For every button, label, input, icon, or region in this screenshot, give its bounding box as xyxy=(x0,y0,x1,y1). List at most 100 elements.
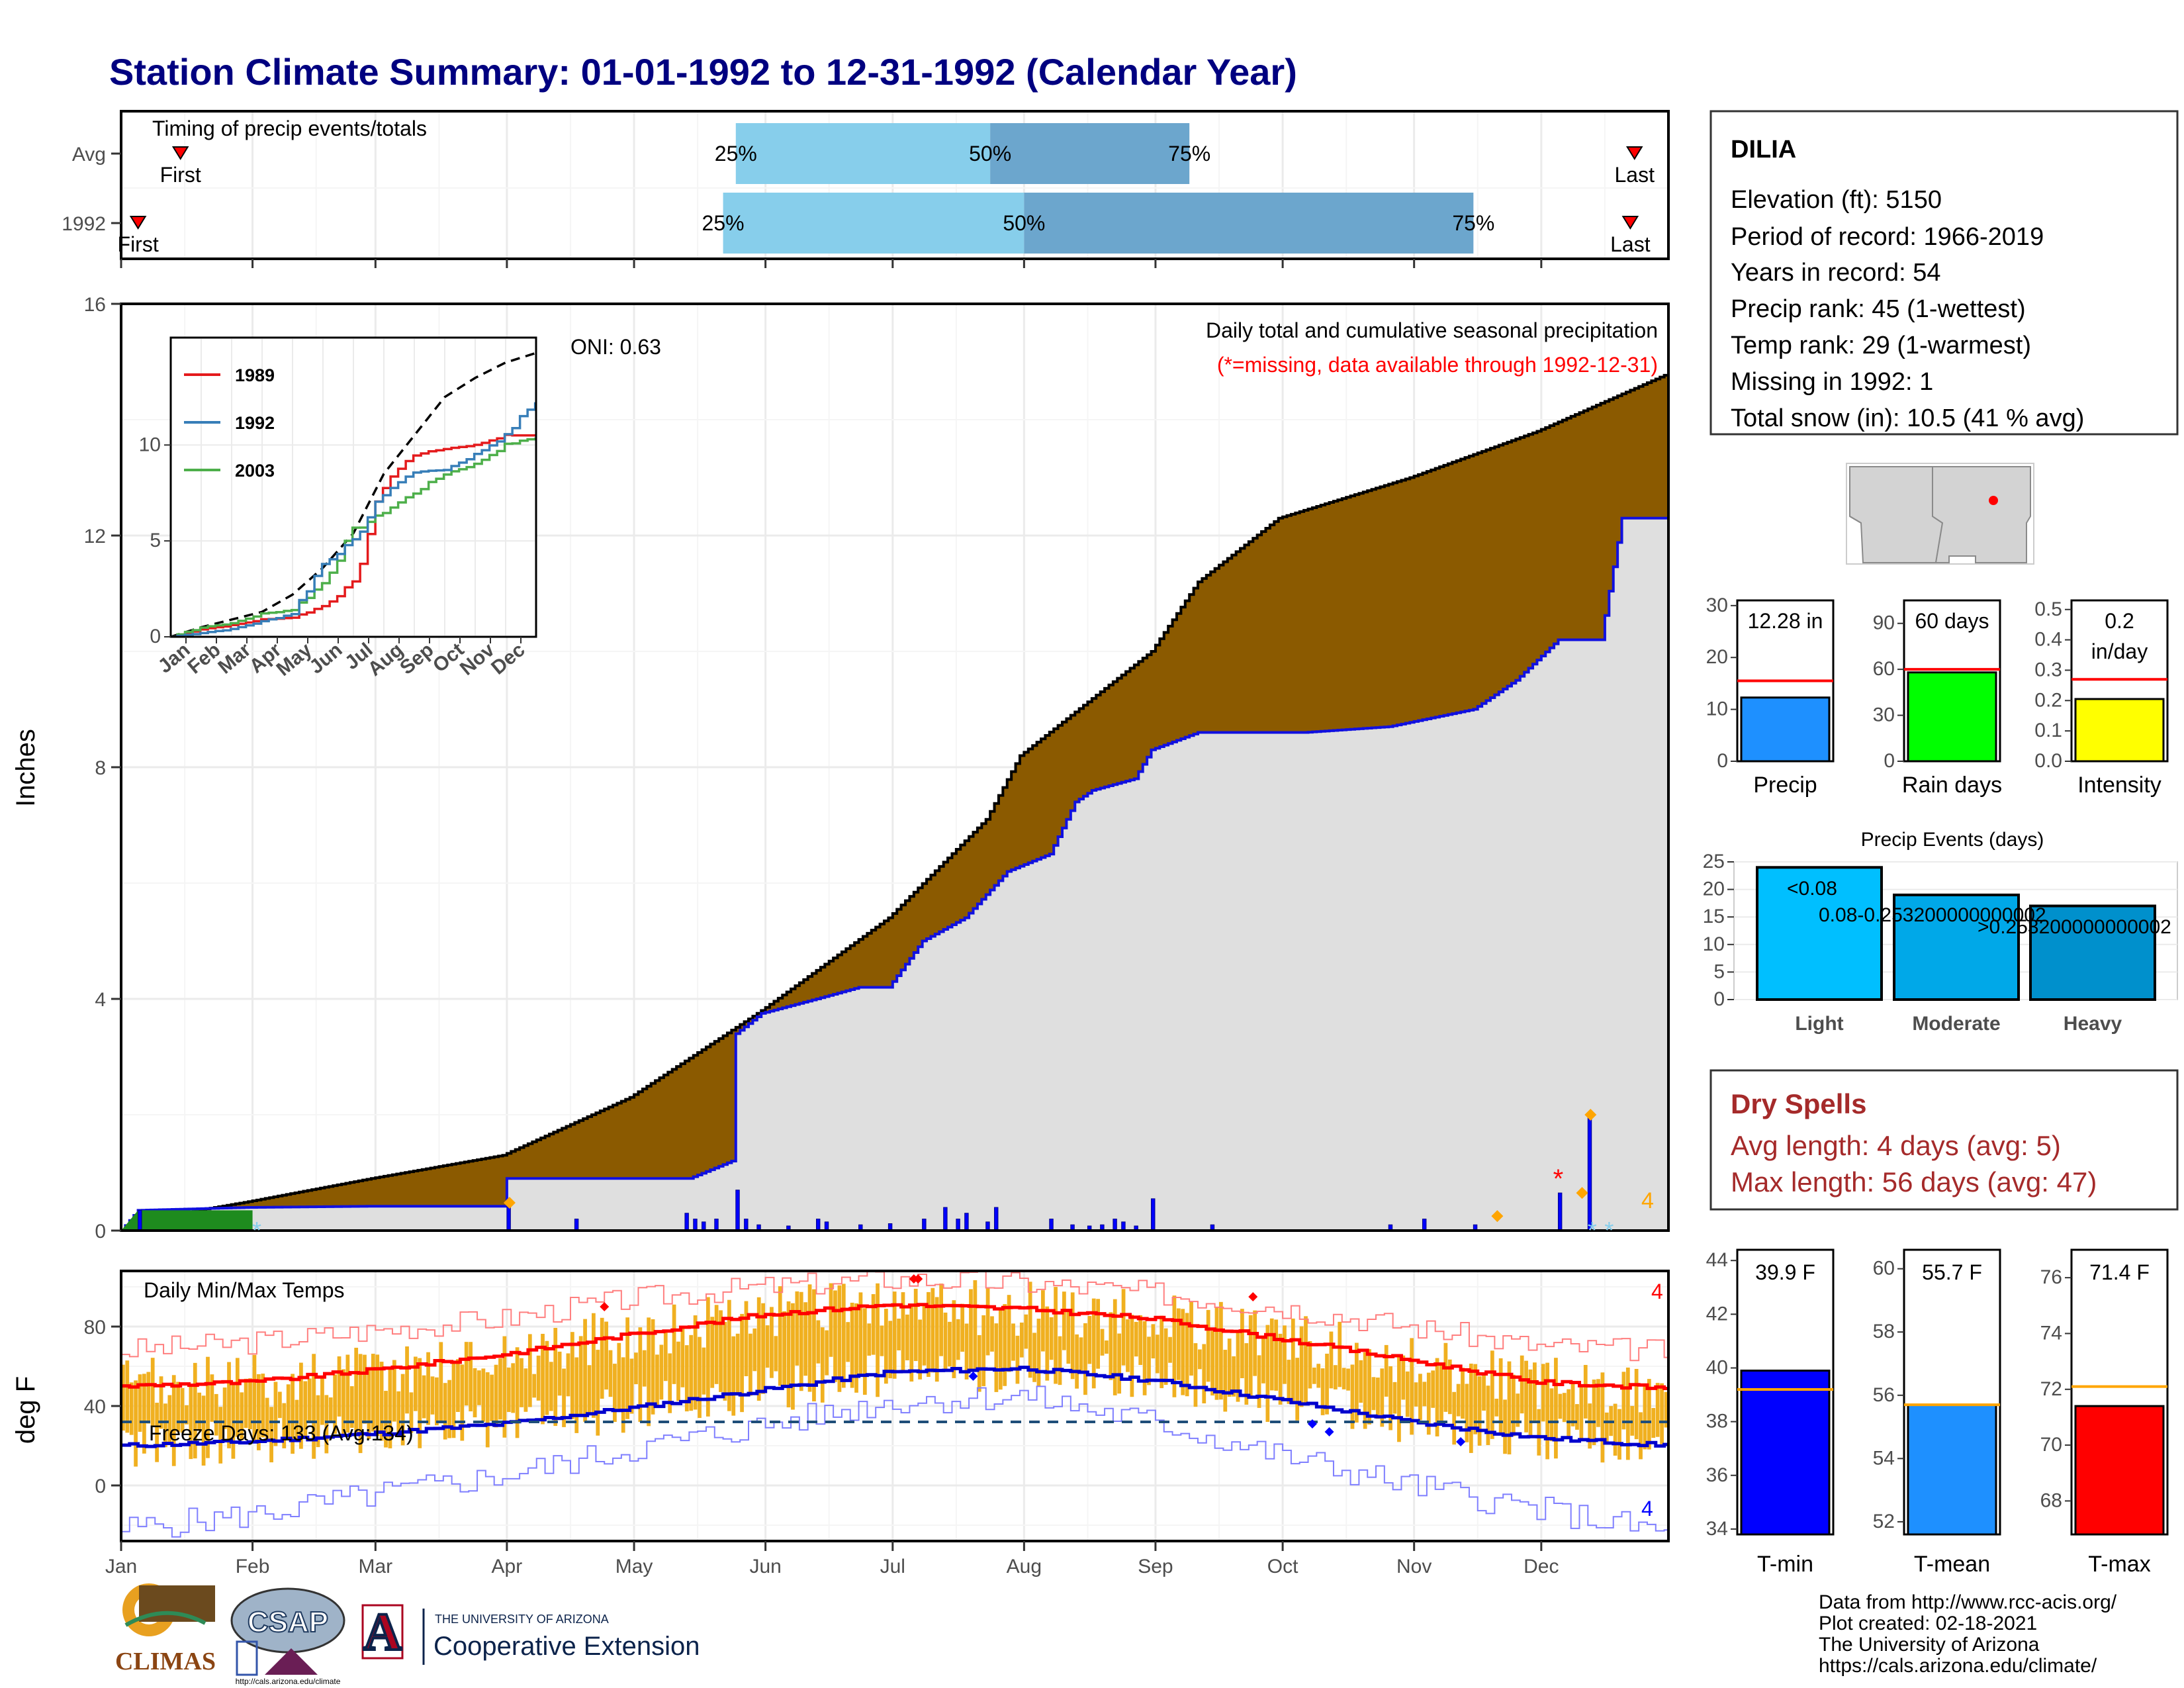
daily-temp-bar xyxy=(286,1384,291,1440)
station-elevation: Elevation (ft): 5150 xyxy=(1731,186,1942,214)
daily-temp-bar xyxy=(545,1340,549,1415)
daily-temp-bar xyxy=(163,1403,167,1448)
daily-temp-bar xyxy=(634,1352,638,1385)
daily-temp-bar xyxy=(307,1378,312,1422)
timing-bar-50-75 xyxy=(990,123,1190,184)
last-event-marker xyxy=(1621,216,1639,230)
daily-temp-bar xyxy=(1447,1359,1452,1415)
daily-temp-bar xyxy=(349,1386,354,1428)
daily-temp-bar xyxy=(1660,1383,1664,1444)
daily-temp-bar xyxy=(146,1372,151,1424)
daily-precip-bar xyxy=(1587,1114,1592,1231)
daily-temp-bar xyxy=(341,1369,345,1437)
daily-temp-bar xyxy=(1583,1364,1588,1419)
daily-temp-bar xyxy=(816,1320,821,1364)
daily-temp-bar xyxy=(498,1358,502,1420)
footer-line-1: Data from http://www.rcc-acis.org/ xyxy=(1819,1591,2117,1613)
daily-temp-bar xyxy=(1647,1379,1651,1450)
events-label-clip xyxy=(2178,847,2184,953)
daily-temp-bar xyxy=(727,1299,731,1411)
daily-precip-bar xyxy=(1100,1224,1105,1231)
daily-temp-bar xyxy=(1320,1368,1325,1415)
events-bin-label: 0.08-0.253200000000002 xyxy=(1819,904,2046,926)
daily-temp-bar xyxy=(396,1391,401,1438)
daily-temp-bar xyxy=(180,1387,185,1433)
daily-temp-bar xyxy=(1655,1383,1660,1437)
record-low-marker xyxy=(1307,1419,1317,1429)
first-event-marker xyxy=(129,216,147,230)
daily-temp-bar xyxy=(494,1364,498,1428)
mini-ytick-label: 30 xyxy=(1706,594,1728,616)
daily-temp-bar xyxy=(854,1303,858,1393)
daily-temp-bar xyxy=(1024,1314,1028,1349)
temperature-bar-charts: 34 36 38 40 42 44 39.9 F T-min 52 54 56 58 60 55.7 F T… xyxy=(1706,1248,2169,1577)
daily-temp-bar xyxy=(1163,1328,1168,1385)
temp-ytick-label: 72 xyxy=(2040,1378,2062,1400)
daily-temp-bar xyxy=(121,1364,125,1431)
daily-temp-bar xyxy=(1232,1356,1236,1397)
daily-temp-bar xyxy=(676,1341,680,1401)
daily-temp-bar xyxy=(129,1382,134,1435)
daily-temp-bar xyxy=(265,1397,269,1441)
daily-temp-bar xyxy=(1066,1309,1071,1364)
month-xtick-label: Sep xyxy=(1138,1556,1173,1577)
csap-url: http://cals.arizona.edu/climate xyxy=(236,1677,341,1686)
daily-temp-bar xyxy=(689,1335,694,1411)
daily-precip-bar xyxy=(702,1221,706,1231)
timing-label: Timing of precip events/totals xyxy=(152,117,427,140)
daily-temp-bar xyxy=(422,1375,426,1419)
trace-marker: * xyxy=(1604,1217,1614,1244)
daily-temp-bar xyxy=(1219,1301,1223,1400)
daily-temp-bar xyxy=(1011,1323,1015,1361)
daily-temp-bar xyxy=(892,1291,897,1379)
temp-title: Daily Min/Max Temps xyxy=(144,1278,344,1302)
daily-temp-bar xyxy=(1172,1295,1177,1397)
daily-temp-bar xyxy=(909,1305,914,1382)
mini-bar-value xyxy=(1740,696,1831,763)
temp-bar-value xyxy=(2074,1405,2165,1536)
daily-temp-bar xyxy=(1456,1383,1461,1417)
timing-p50-label: 50% xyxy=(1003,211,1045,235)
daily-precip-bar xyxy=(786,1225,791,1231)
temp-ytick-label: 34 xyxy=(1706,1518,1728,1540)
daily-temp-bar xyxy=(786,1301,791,1408)
temp-ytick-label: 38 xyxy=(1706,1411,1728,1432)
daily-temp-bar xyxy=(1554,1358,1558,1459)
daily-temp-bar xyxy=(1062,1291,1066,1350)
temp-ytick-label: 74 xyxy=(2040,1322,2062,1344)
station-temp-rank: Temp rank: 29 (1-warmest) xyxy=(1731,332,2031,359)
daily-temp-bar xyxy=(723,1321,727,1401)
inset-ytick-label: 10 xyxy=(139,434,161,455)
daily-temp-bar xyxy=(291,1374,295,1454)
mini-ytick-label: 30 xyxy=(1873,704,1895,726)
events-ytick-label: 10 xyxy=(1703,933,1725,955)
daily-temp-bar xyxy=(324,1395,329,1454)
daily-temp-bar xyxy=(1003,1304,1007,1386)
daily-temp-bar xyxy=(1422,1382,1427,1407)
daily-temp-bar xyxy=(337,1356,341,1417)
timing-p25-label: 25% xyxy=(702,211,745,235)
daily-temp-bar xyxy=(553,1327,558,1427)
daily-temp-bar xyxy=(765,1325,770,1368)
temp-ytick-label: 40 xyxy=(1706,1356,1728,1378)
daily-temp-bar xyxy=(752,1328,757,1372)
daily-temp-bar xyxy=(1414,1382,1418,1407)
daily-temp-bar xyxy=(506,1367,511,1413)
location-map xyxy=(1846,463,2034,565)
daily-temp-bar xyxy=(858,1292,863,1374)
daily-temp-bar xyxy=(1261,1335,1265,1383)
record-low-marker xyxy=(968,1372,978,1381)
daily-temp-bar xyxy=(600,1317,604,1399)
daily-temp-bar xyxy=(1617,1409,1621,1460)
daily-temp-bar xyxy=(1176,1308,1181,1380)
temp-ytick-label: 76 xyxy=(2040,1266,2062,1288)
station-precip-rank: Precip rank: 45 (1-wettest) xyxy=(1731,295,2026,323)
csap-text: CSAP xyxy=(248,1606,328,1638)
daily-precip-bar xyxy=(574,1219,579,1231)
daily-temp-bar xyxy=(1197,1349,1202,1370)
daily-temp-bar xyxy=(756,1297,761,1401)
mini-ytick-label: 60 xyxy=(1873,658,1895,680)
daily-temp-bar xyxy=(1490,1350,1494,1439)
daily-temp-bar xyxy=(557,1351,562,1396)
